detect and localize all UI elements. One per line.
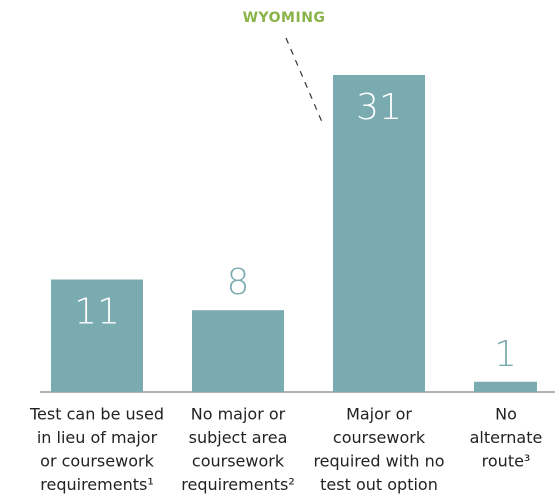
category-label: alternate	[470, 428, 543, 447]
category-label: subject area	[189, 428, 288, 447]
value-label: 1	[494, 334, 517, 375]
category-label: Test can be used	[29, 405, 164, 424]
category-label: Major or	[346, 405, 412, 424]
bar	[51, 279, 143, 392]
category-label: coursework	[333, 428, 426, 447]
category-label: test out option	[320, 475, 438, 494]
category-label: requirements¹	[40, 475, 153, 494]
category-label: or coursework	[40, 452, 154, 471]
category-label: No major or	[191, 405, 286, 424]
value-label: 8	[227, 262, 250, 303]
bar	[333, 75, 425, 392]
annotation-leader	[285, 37, 323, 123]
value-label: 11	[74, 292, 120, 333]
category-label: requirements²	[181, 475, 294, 494]
category-label: No	[495, 405, 517, 424]
bar	[192, 310, 284, 392]
bar	[474, 381, 537, 392]
category-label: coursework	[192, 452, 285, 471]
category-label: in lieu of major	[37, 428, 158, 447]
category-label: required with no	[313, 452, 444, 471]
category-label: route³	[482, 452, 531, 471]
annotation: WYOMING	[243, 10, 326, 26]
value-label: 31	[356, 87, 402, 128]
